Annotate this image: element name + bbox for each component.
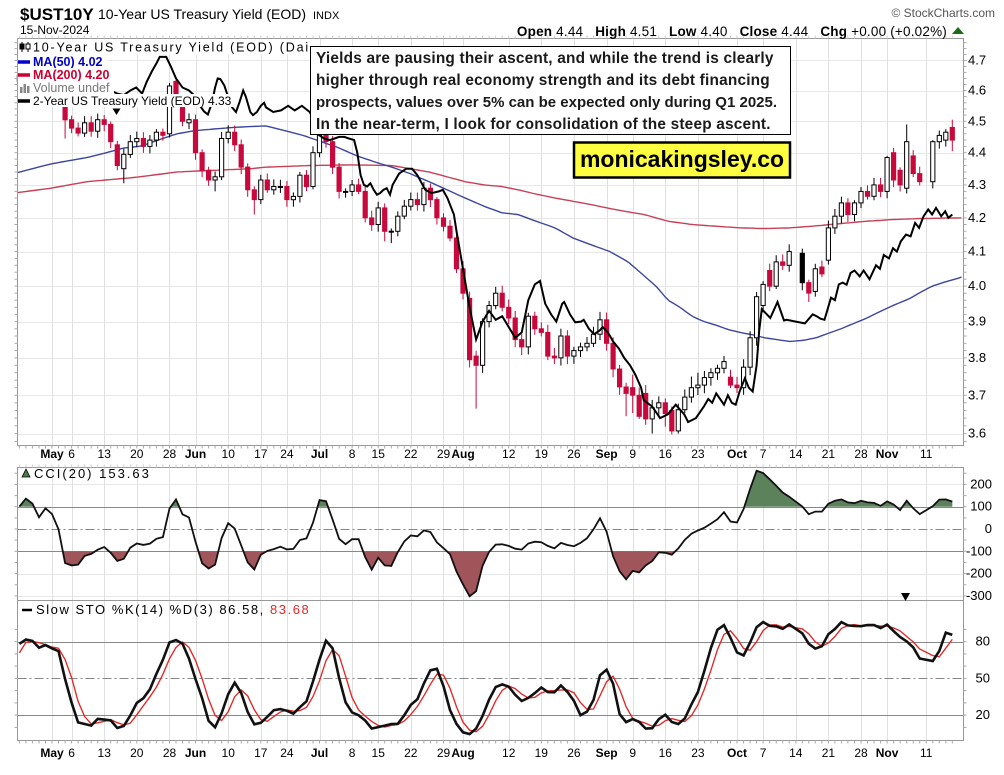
svg-text:CCI(20) 153.63: CCI(20) 153.63 <box>34 466 151 481</box>
svg-text:8: 8 <box>349 447 356 461</box>
svg-text:26: 26 <box>567 447 581 461</box>
svg-text:20: 20 <box>976 707 990 722</box>
svg-text:monicakingsley.co: monicakingsley.co <box>580 146 784 172</box>
svg-text:Slow STO %K(14) %D(3) 86.58, 8: Slow STO %K(14) %D(3) 86.58, 83.68 <box>36 602 310 617</box>
svg-text:26: 26 <box>567 746 581 760</box>
svg-text:Volume undef: Volume undef <box>33 81 110 95</box>
svg-text:© StockCharts.com: © StockCharts.com <box>891 6 995 20</box>
svg-text:11: 11 <box>920 447 933 461</box>
svg-text:24: 24 <box>280 746 294 760</box>
svg-text:13: 13 <box>98 447 112 461</box>
svg-text:In the near-term, I look for c: In the near-term, I look for consolidati… <box>316 116 771 133</box>
svg-text:15: 15 <box>372 746 386 760</box>
svg-text:3.6: 3.6 <box>968 426 986 441</box>
svg-text:Sep: Sep <box>596 746 618 760</box>
svg-text:prospects, values over 5% can: prospects, values over 5% can be expecte… <box>316 94 777 111</box>
svg-text:13: 13 <box>98 746 112 760</box>
svg-text:3.7: 3.7 <box>968 387 986 402</box>
svg-text:19: 19 <box>535 746 549 760</box>
svg-text:Nov: Nov <box>876 746 899 760</box>
svg-text:17: 17 <box>254 746 268 760</box>
svg-text:21: 21 <box>822 746 836 760</box>
svg-text:6: 6 <box>68 447 75 461</box>
svg-text:28: 28 <box>163 447 177 461</box>
svg-text:Jul: Jul <box>311 746 328 760</box>
svg-text:28: 28 <box>854 447 868 461</box>
svg-text:4.6: 4.6 <box>968 83 986 98</box>
svg-text:22: 22 <box>404 746 418 760</box>
svg-text:$UST10Y: $UST10Y <box>20 5 94 24</box>
svg-text:0: 0 <box>985 521 992 536</box>
svg-text:4.2: 4.2 <box>968 210 986 225</box>
svg-text:20: 20 <box>130 746 144 760</box>
svg-text:Oct: Oct <box>727 447 747 461</box>
svg-text:10: 10 <box>222 447 236 461</box>
svg-text:MA(200) 4.20: MA(200) 4.20 <box>33 68 109 82</box>
svg-text:4.3: 4.3 <box>968 177 986 192</box>
svg-text:Aug: Aug <box>451 447 474 461</box>
svg-text:10-Year US Treasury Yield (EOD: 10-Year US Treasury Yield (EOD) (Dai <box>33 41 310 55</box>
svg-text:9: 9 <box>629 447 636 461</box>
svg-text:Jun: Jun <box>185 447 206 461</box>
svg-text:4.7: 4.7 <box>968 52 986 67</box>
svg-text:28: 28 <box>854 746 868 760</box>
svg-text:Yields are pausing their ascen: Yields are pausing their ascent, and whi… <box>316 50 774 67</box>
svg-text:May: May <box>40 746 64 760</box>
svg-text:12: 12 <box>502 746 516 760</box>
svg-text:-100: -100 <box>966 543 992 558</box>
svg-text:May: May <box>40 447 64 461</box>
svg-text:2-Year US Treasury Yield (EOD): 2-Year US Treasury Yield (EOD) 4.33 <box>33 94 232 108</box>
svg-text:29: 29 <box>437 746 451 760</box>
svg-text:12: 12 <box>502 447 516 461</box>
svg-text:4.1: 4.1 <box>968 244 986 259</box>
svg-text:Aug: Aug <box>451 746 474 760</box>
svg-text:16: 16 <box>659 746 673 760</box>
svg-text:Nov: Nov <box>876 447 899 461</box>
svg-text:28: 28 <box>163 746 177 760</box>
svg-text:4.5: 4.5 <box>968 113 986 128</box>
svg-text:7: 7 <box>760 746 767 760</box>
svg-text:9: 9 <box>629 746 636 760</box>
svg-text:3.9: 3.9 <box>968 314 986 329</box>
svg-text:4.4: 4.4 <box>968 145 986 160</box>
svg-text:higher through real economy st: higher through real economy strength and… <box>316 72 770 89</box>
svg-text:24: 24 <box>280 447 294 461</box>
svg-text:8: 8 <box>349 746 356 760</box>
svg-text:200: 200 <box>970 476 992 491</box>
svg-text:14: 14 <box>789 447 803 461</box>
svg-text:100: 100 <box>970 499 992 514</box>
svg-text:4.0: 4.0 <box>968 278 986 293</box>
svg-text:14: 14 <box>789 746 803 760</box>
svg-text:15-Nov-2024: 15-Nov-2024 <box>20 23 90 37</box>
svg-text:Jul: Jul <box>311 447 328 461</box>
svg-text:-300: -300 <box>966 588 992 603</box>
svg-text:INDX: INDX <box>313 10 340 22</box>
svg-text:11: 11 <box>920 746 933 760</box>
svg-text:16: 16 <box>659 447 673 461</box>
svg-text:Jun: Jun <box>185 746 206 760</box>
svg-text:MA(50) 4.02: MA(50) 4.02 <box>33 55 103 69</box>
svg-text:3.8: 3.8 <box>968 350 986 365</box>
svg-text:23: 23 <box>691 746 705 760</box>
svg-text:23: 23 <box>691 447 705 461</box>
svg-text:15: 15 <box>372 447 386 461</box>
svg-text:50: 50 <box>976 670 990 685</box>
svg-text:29: 29 <box>437 447 451 461</box>
svg-text:Sep: Sep <box>596 447 618 461</box>
svg-text:10: 10 <box>222 746 236 760</box>
svg-text:20: 20 <box>130 447 144 461</box>
svg-text:21: 21 <box>822 447 836 461</box>
svg-text:6: 6 <box>68 746 75 760</box>
svg-text:-200: -200 <box>966 566 992 581</box>
svg-text:10-Year US Treasury Yield (EOD: 10-Year US Treasury Yield (EOD) <box>98 6 306 22</box>
svg-text:80: 80 <box>976 634 990 649</box>
svg-text:22: 22 <box>404 447 418 461</box>
svg-text:Oct: Oct <box>727 746 747 760</box>
svg-text:19: 19 <box>535 447 549 461</box>
svg-text:17: 17 <box>254 447 268 461</box>
svg-text:7: 7 <box>760 447 767 461</box>
